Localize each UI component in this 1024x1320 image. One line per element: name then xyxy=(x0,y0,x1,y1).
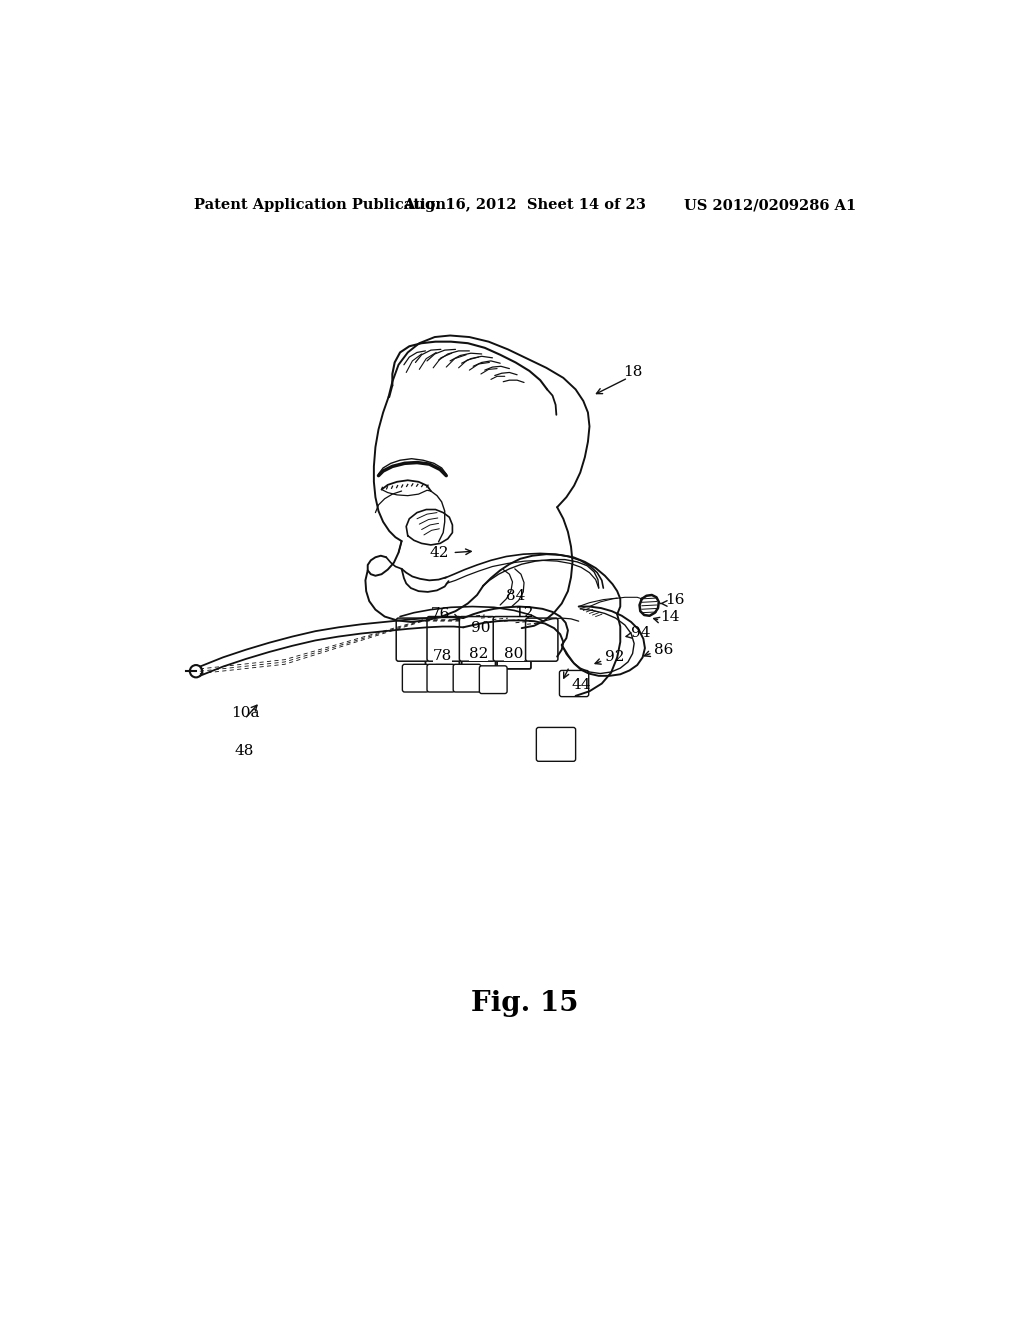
Text: 48: 48 xyxy=(234,744,254,758)
Text: 90: 90 xyxy=(471,622,490,635)
FancyBboxPatch shape xyxy=(559,671,589,697)
FancyBboxPatch shape xyxy=(460,616,495,661)
Text: Aug. 16, 2012  Sheet 14 of 23: Aug. 16, 2012 Sheet 14 of 23 xyxy=(403,198,646,213)
Text: 80: 80 xyxy=(505,647,523,660)
Text: 10a: 10a xyxy=(230,706,259,719)
Text: Patent Application Publication: Patent Application Publication xyxy=(194,198,445,213)
Text: 82: 82 xyxy=(469,647,488,661)
FancyBboxPatch shape xyxy=(427,664,455,692)
FancyBboxPatch shape xyxy=(425,640,460,671)
Text: 86: 86 xyxy=(654,643,674,656)
Text: 76: 76 xyxy=(431,607,451,622)
Text: 78: 78 xyxy=(433,649,452,663)
Text: 18: 18 xyxy=(624,366,643,379)
FancyBboxPatch shape xyxy=(427,616,461,661)
FancyBboxPatch shape xyxy=(497,638,531,669)
FancyBboxPatch shape xyxy=(454,664,481,692)
Text: 14: 14 xyxy=(660,610,680,624)
FancyBboxPatch shape xyxy=(525,618,558,661)
FancyBboxPatch shape xyxy=(402,664,429,692)
Text: US 2012/0209286 A1: US 2012/0209286 A1 xyxy=(684,198,856,213)
Text: 12: 12 xyxy=(514,606,534,619)
Text: 94: 94 xyxy=(631,626,650,640)
FancyBboxPatch shape xyxy=(479,665,507,693)
FancyBboxPatch shape xyxy=(494,616,528,661)
FancyBboxPatch shape xyxy=(396,618,429,661)
Text: Fig. 15: Fig. 15 xyxy=(471,990,579,1016)
Text: 42: 42 xyxy=(429,545,449,560)
Text: 84: 84 xyxy=(506,589,525,603)
FancyBboxPatch shape xyxy=(462,639,496,669)
Text: 92: 92 xyxy=(605,651,625,664)
Text: 44: 44 xyxy=(571,678,591,692)
FancyBboxPatch shape xyxy=(537,727,575,762)
Text: 16: 16 xyxy=(665,594,684,607)
